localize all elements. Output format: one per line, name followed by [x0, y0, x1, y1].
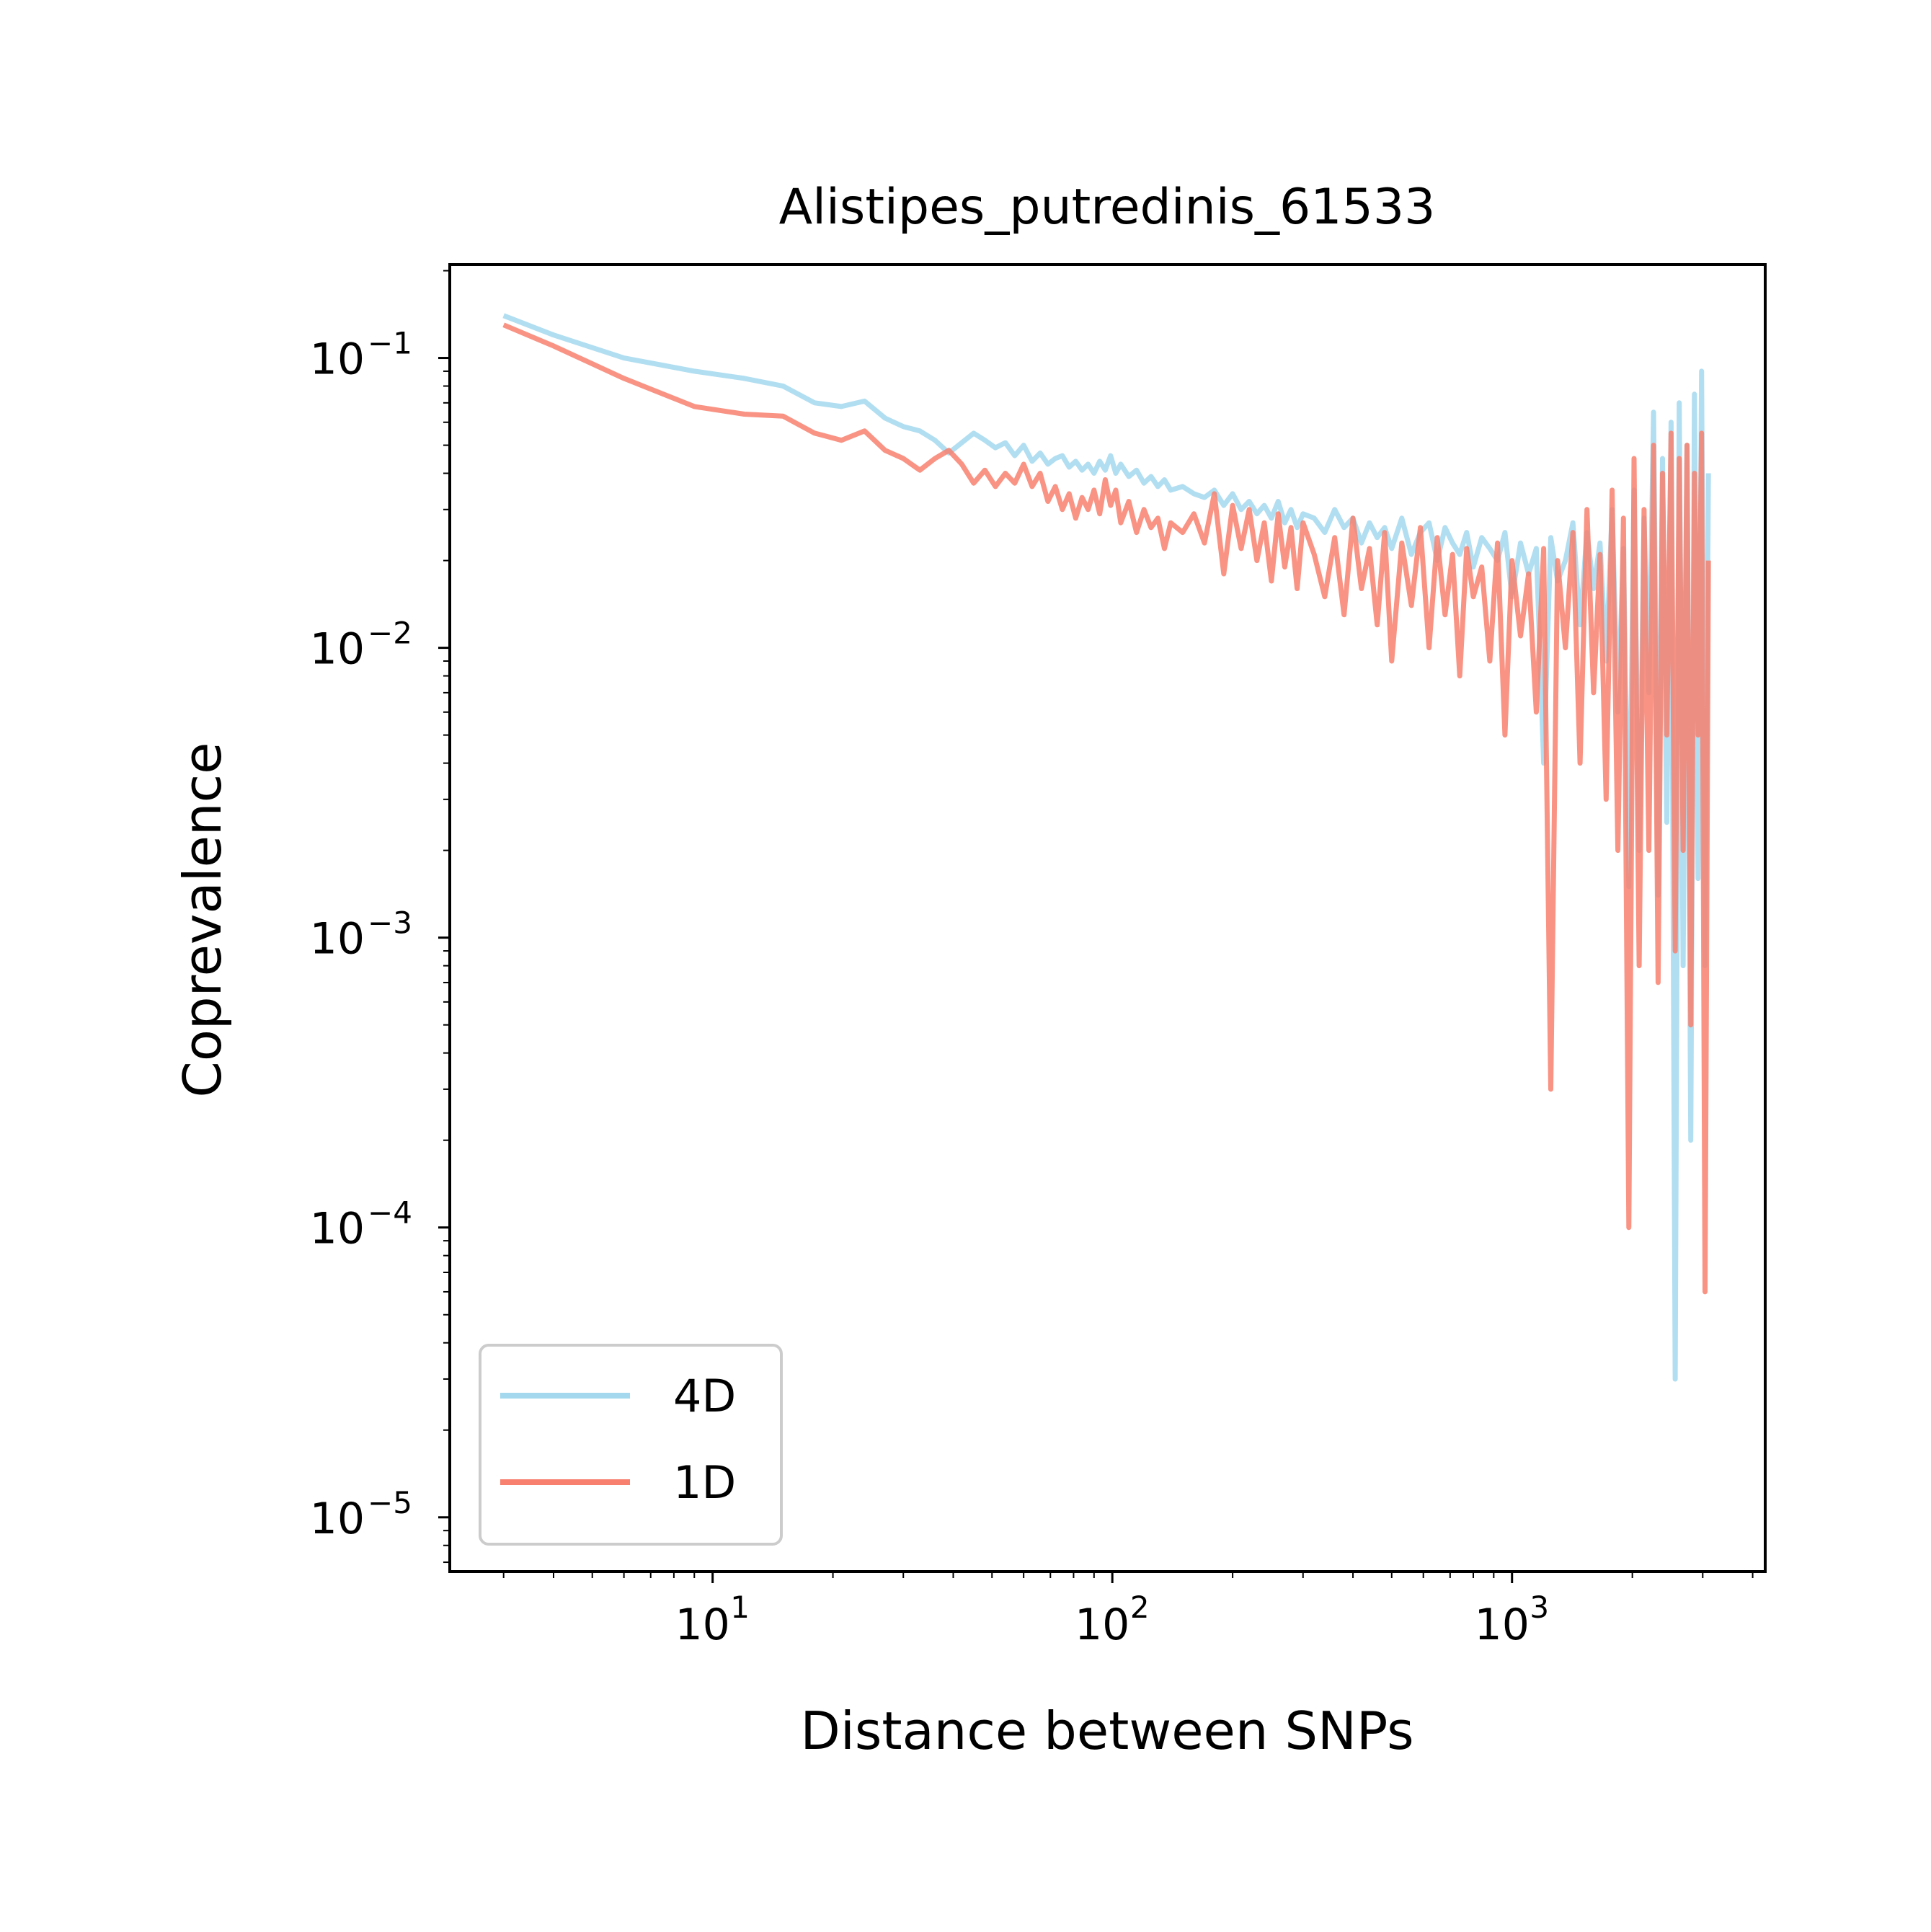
- x-tick-label: 10: [1075, 1600, 1129, 1650]
- legend-label-1d: 1D: [673, 1456, 736, 1509]
- plot-series-layer: [502, 313, 1711, 1382]
- y-axis-label: Coprevalence: [172, 743, 233, 1098]
- y-axis-ticks: 10−110−210−310−410−5: [310, 270, 450, 1564]
- legend: 4D 1D: [479, 1344, 783, 1546]
- y-tick-label: 10: [310, 914, 365, 965]
- y-tick-exponent: −3: [368, 905, 412, 941]
- y-tick-exponent: −1: [368, 326, 412, 361]
- x-tick-exponent: 3: [1530, 1590, 1549, 1625]
- y-tick-label: 10: [310, 334, 365, 385]
- y-tick-exponent: −2: [368, 616, 412, 651]
- y-tick-exponent: −5: [368, 1485, 412, 1520]
- x-tick-label: 10: [675, 1600, 729, 1650]
- chart-title: Alistipes_putredinis_61533: [779, 179, 1436, 236]
- x-tick-exponent: 1: [730, 1590, 750, 1625]
- series-line-1d: [502, 322, 1711, 1295]
- y-tick-exponent: −4: [368, 1195, 412, 1231]
- plot-frame: [448, 263, 1767, 1573]
- y-tick-label: 10: [310, 1204, 365, 1254]
- x-tick-label: 10: [1475, 1600, 1530, 1650]
- x-axis-label: Distance between SNPs: [800, 1701, 1413, 1761]
- y-tick-label: 10: [310, 624, 365, 675]
- y-tick-label: 10: [310, 1494, 365, 1544]
- legend-label-4d: 4D: [673, 1370, 736, 1422]
- x-tick-exponent: 2: [1130, 1590, 1150, 1625]
- legend-box: [479, 1344, 783, 1546]
- x-axis-ticks: 10 1 10 2 10 3: [502, 1572, 1754, 1650]
